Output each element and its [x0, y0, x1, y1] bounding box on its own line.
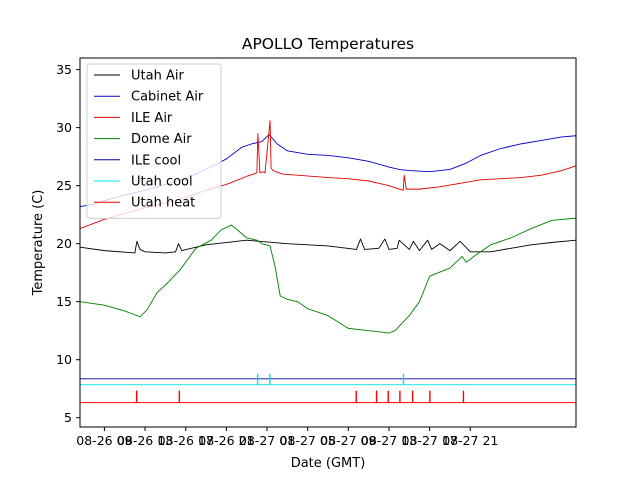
y-tick-label: 30	[56, 120, 72, 135]
y-axis-ticks: 5 10 15 20 25 30 35	[56, 62, 80, 425]
legend-label-utah-heat: Utah heat	[131, 196, 195, 211]
series-line-utah-cool	[80, 373, 576, 386]
y-tick-label: 20	[56, 236, 72, 251]
series-line-utah-heat	[80, 390, 576, 404]
legend-label-ile-air: ILE Air	[131, 111, 173, 126]
y-tick-label: 5	[64, 410, 72, 425]
x-tick-label: 08-26 21	[198, 433, 254, 448]
y-tick-label: 10	[56, 352, 72, 367]
legend-box	[86, 63, 222, 219]
plot-frame	[79, 57, 577, 428]
x-tick-label: 08-27 13	[361, 433, 417, 448]
x-tick-label: 08-27 05	[280, 433, 336, 448]
x-axis-label: Date (GMT)	[291, 456, 366, 471]
y-tick-label: 25	[56, 178, 72, 193]
x-tick-label: 08-26 17	[158, 433, 214, 448]
x-tick-label: 08-27 21	[442, 433, 498, 448]
legend: Utah Air Cabinet Air ILE Air Dome Air ILE co…	[86, 63, 222, 219]
x-tick-label: 08-27 17	[402, 433, 458, 448]
x-tick-label: 08-26 13	[117, 433, 173, 448]
series-line-utah-air	[80, 238, 576, 254]
legend-label-utah-cool: Utah cool	[131, 175, 193, 190]
x-tick-label: 08-27 09	[320, 433, 376, 448]
series-line-dome-air	[80, 217, 576, 334]
legend-label-cabinet-air: Cabinet Air	[131, 90, 204, 105]
legend-label-utah-air: Utah Air	[131, 69, 184, 84]
y-tick-label: 35	[56, 62, 72, 77]
chart-title: APOLLO Temperatures	[242, 35, 414, 53]
x-tick-label: 08-27 01	[239, 433, 295, 448]
legend-label-ile-cool: ILE cool	[131, 153, 181, 168]
y-tick-label: 15	[56, 294, 72, 309]
y-axis-label: Temperature (C)	[31, 190, 46, 297]
x-tick-label: 08-26 09	[76, 433, 132, 448]
legend-label-dome-air: Dome Air	[131, 132, 192, 147]
